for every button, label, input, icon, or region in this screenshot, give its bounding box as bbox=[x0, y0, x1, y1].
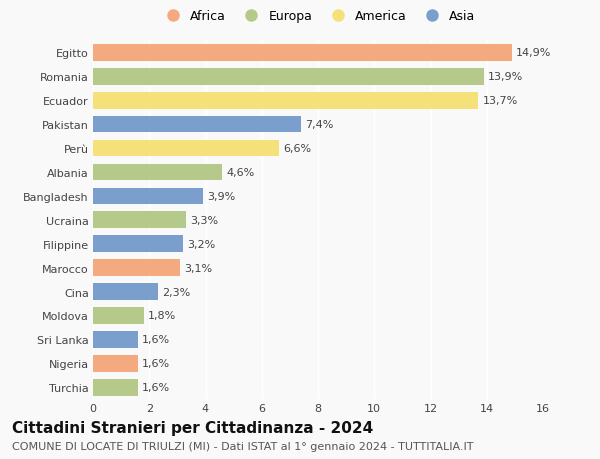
Bar bbox=[93, 379, 138, 396]
Bar bbox=[93, 117, 301, 133]
Bar bbox=[93, 212, 186, 229]
Text: 1,6%: 1,6% bbox=[142, 358, 170, 369]
Text: 13,9%: 13,9% bbox=[488, 72, 523, 82]
Bar bbox=[93, 260, 180, 276]
Text: 6,6%: 6,6% bbox=[283, 144, 311, 154]
Bar bbox=[93, 308, 143, 324]
Text: 3,2%: 3,2% bbox=[187, 239, 215, 249]
Text: 3,1%: 3,1% bbox=[184, 263, 212, 273]
Bar bbox=[93, 164, 223, 181]
Text: 1,8%: 1,8% bbox=[148, 311, 176, 321]
Bar bbox=[93, 355, 138, 372]
Text: 1,6%: 1,6% bbox=[142, 335, 170, 345]
Legend: Africa, Europa, America, Asia: Africa, Europa, America, Asia bbox=[155, 5, 481, 28]
Bar bbox=[93, 140, 278, 157]
Text: 4,6%: 4,6% bbox=[227, 168, 255, 178]
Text: Cittadini Stranieri per Cittadinanza - 2024: Cittadini Stranieri per Cittadinanza - 2… bbox=[12, 420, 373, 435]
Bar bbox=[93, 284, 158, 300]
Text: 14,9%: 14,9% bbox=[516, 48, 551, 58]
Bar bbox=[93, 45, 512, 62]
Text: 2,3%: 2,3% bbox=[162, 287, 190, 297]
Bar bbox=[93, 331, 138, 348]
Text: 1,6%: 1,6% bbox=[142, 382, 170, 392]
Text: 7,4%: 7,4% bbox=[305, 120, 334, 130]
Bar bbox=[93, 236, 183, 252]
Text: COMUNE DI LOCATE DI TRIULZI (MI) - Dati ISTAT al 1° gennaio 2024 - TUTTITALIA.IT: COMUNE DI LOCATE DI TRIULZI (MI) - Dati … bbox=[12, 441, 473, 451]
Bar bbox=[93, 69, 484, 85]
Text: 13,7%: 13,7% bbox=[482, 96, 518, 106]
Bar bbox=[93, 93, 478, 109]
Text: 3,3%: 3,3% bbox=[190, 215, 218, 225]
Bar bbox=[93, 188, 203, 205]
Text: 3,9%: 3,9% bbox=[207, 191, 235, 202]
